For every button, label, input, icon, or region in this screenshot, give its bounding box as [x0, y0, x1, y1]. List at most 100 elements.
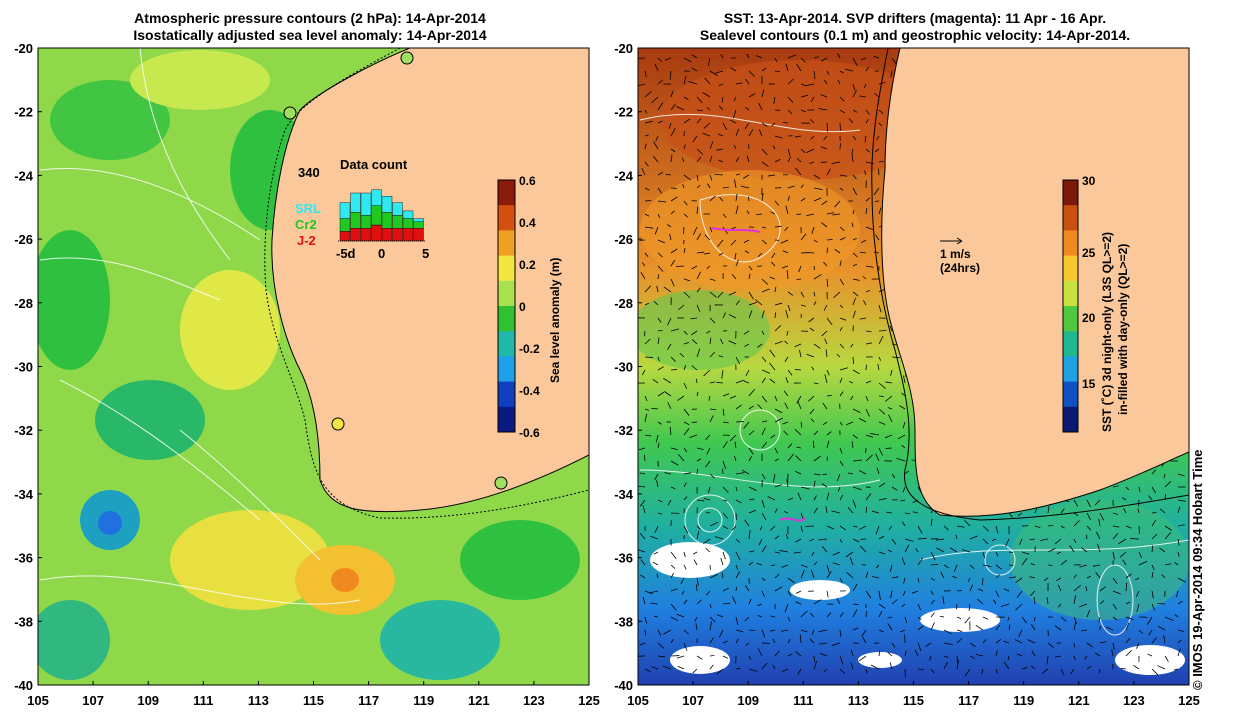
sealevel-contours	[639, 113, 1189, 636]
tide-gauge-marker[interactable]	[400, 51, 414, 65]
velocity-arrow	[800, 57, 806, 63]
velocity-arrow	[670, 210, 675, 215]
velocity-arrow	[683, 472, 692, 475]
tide-gauge-marker[interactable]	[283, 106, 297, 120]
velocity-arrow	[813, 507, 819, 514]
inset-bar-srl	[371, 189, 382, 207]
velocity-arrow	[1138, 551, 1142, 559]
velocity-arrow	[870, 433, 880, 436]
velocity-arrow	[901, 557, 906, 566]
velocity-arrow	[748, 447, 754, 455]
velocity-arrow	[813, 655, 816, 662]
velocity-arrow	[718, 252, 724, 256]
velocity-arrow	[663, 378, 672, 384]
velocity-arrow	[1148, 495, 1153, 501]
velocity-arrow	[744, 250, 750, 254]
velocity-arrow	[644, 590, 653, 595]
velocity-arrow	[774, 57, 778, 62]
velocity-arrow	[806, 213, 815, 216]
velocity-arrow	[1112, 590, 1121, 595]
velocity-arrow	[1174, 561, 1179, 566]
velocity-arrow	[800, 421, 803, 428]
velocity-arrow	[798, 265, 802, 273]
velocity-arrow	[670, 356, 676, 362]
velocity-arrow	[901, 444, 906, 449]
latitude-label: -40	[14, 678, 33, 693]
longitude-label: 117	[958, 693, 979, 708]
velocity-arrow	[657, 356, 660, 362]
velocity-arrow	[813, 174, 821, 180]
velocity-arrow	[771, 252, 776, 259]
velocity-arrow	[800, 148, 806, 154]
velocity-arrow	[1120, 667, 1127, 670]
velocity-arrow	[677, 665, 685, 670]
velocity-arrow	[1060, 508, 1065, 514]
colorbar-tick: -0.2	[519, 342, 540, 356]
velocity-arrow	[859, 95, 867, 98]
velocity-arrow	[956, 660, 959, 670]
velocity-arrow	[769, 362, 776, 371]
velocity-arrow	[709, 655, 715, 657]
velocity-arrow	[717, 239, 724, 248]
velocity-arrow	[735, 667, 741, 670]
velocity-arrow	[1177, 600, 1183, 605]
velocity-arrow	[1014, 639, 1023, 644]
velocity-arrow	[696, 118, 702, 124]
tide-gauge-marker[interactable]	[494, 476, 508, 490]
velocity-arrow	[696, 304, 701, 312]
velocity-arrow	[819, 642, 828, 645]
velocity-arrow	[1015, 577, 1023, 583]
velocity-arrow	[839, 109, 846, 114]
velocity-arrow	[859, 317, 867, 320]
velocity-arrow	[644, 90, 652, 98]
velocity-arrow	[796, 446, 802, 449]
velocity-arrow	[639, 499, 646, 507]
velocity-arrow	[709, 616, 716, 623]
velocity-arrow	[852, 356, 855, 365]
velocity-arrow	[1112, 512, 1118, 515]
velocity-arrow	[821, 222, 828, 228]
velocity-arrow	[638, 447, 646, 451]
velocity-arrow	[1164, 481, 1172, 488]
velocity-arrow	[761, 377, 766, 384]
velocity-arrow	[695, 378, 698, 384]
velocity-arrow	[651, 407, 659, 410]
inset-bar-cr2	[392, 215, 403, 229]
velocity-arrow	[1177, 506, 1181, 514]
velocity-arrow	[1125, 616, 1134, 621]
velocity-arrow	[705, 434, 711, 440]
velocity-arrow	[956, 616, 962, 620]
velocity-arrow	[683, 174, 691, 181]
velocity-arrow	[956, 525, 965, 528]
velocity-arrow	[691, 265, 698, 270]
velocity-arrow	[878, 408, 886, 415]
longitude-label: 107	[82, 693, 104, 708]
velocity-arrow	[733, 144, 737, 150]
velocity-arrow	[1177, 639, 1182, 644]
velocity-arrow	[826, 317, 833, 326]
velocity-arrow	[795, 455, 802, 462]
velocity-arrow	[644, 629, 647, 636]
velocity-arrow	[761, 420, 768, 423]
velocity-arrow	[865, 408, 870, 417]
velocity-arrow	[890, 590, 893, 599]
velocity-arrow	[787, 453, 794, 462]
velocity-arrow	[1057, 584, 1062, 592]
velocity-arrow	[743, 330, 750, 335]
tide-gauge-marker[interactable]	[331, 417, 345, 431]
velocity-arrow	[696, 348, 701, 358]
velocity-arrow	[839, 278, 845, 286]
velocity-arrow	[995, 624, 1001, 631]
velocity-arrow	[887, 616, 893, 619]
velocity-arrow	[1005, 538, 1010, 547]
velocity-arrow	[735, 564, 739, 571]
velocity-arrow	[1118, 538, 1127, 545]
velocity-arrow	[811, 366, 815, 371]
velocity-arrow	[891, 486, 898, 491]
velocity-arrow	[823, 135, 828, 141]
velocity-arrow	[888, 525, 893, 531]
latitude-label: -36	[614, 551, 633, 566]
velocity-arrow	[943, 642, 953, 645]
velocity-arrow	[885, 395, 893, 402]
velocity-arrow	[744, 616, 750, 622]
